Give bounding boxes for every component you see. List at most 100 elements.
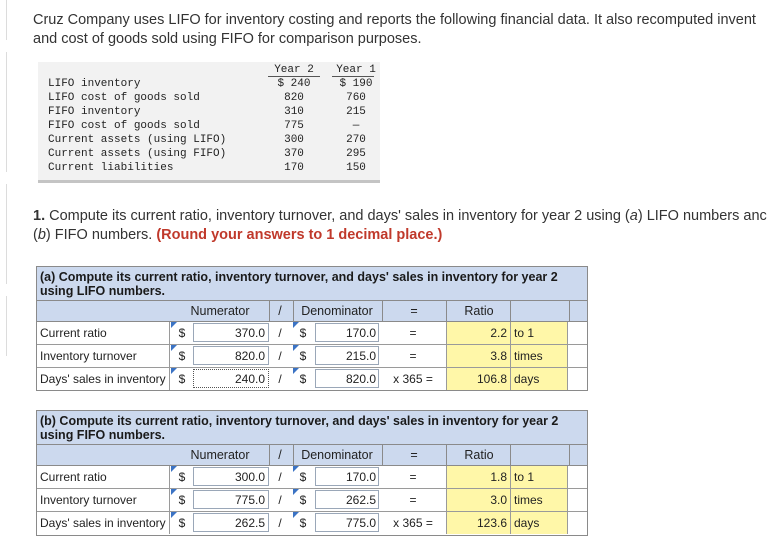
multiply-365-equals: x 365 =: [393, 372, 433, 386]
gutter-segment: [0, 0, 7, 40]
denominator-input[interactable]: 262.5: [315, 490, 379, 509]
ratio-result: 3.0: [446, 489, 510, 511]
numerator-input[interactable]: 820.0: [193, 346, 269, 365]
denominator-input[interactable]: 820.0: [315, 369, 379, 388]
data-row-year2: 775: [284, 120, 304, 132]
table-row: Inventory turnover $ 820.0 / $ 215.0 = 3…: [37, 345, 587, 368]
equals-sign: =: [409, 493, 417, 507]
question-paren: (: [33, 227, 38, 243]
numerator-input[interactable]: 240.0: [193, 369, 269, 388]
data-row-year2: 370: [284, 148, 304, 160]
data-row-year1: $ 190: [339, 78, 373, 90]
left-gutter: [0, 0, 8, 551]
table-row: Days' sales in inventory $ 240.0 / $ 820…: [37, 368, 587, 390]
data-row-label: Current assets (using FIFO): [48, 148, 227, 160]
header-unit: [510, 445, 570, 465]
denominator-input[interactable]: 775.0: [315, 513, 379, 532]
table-row: Days' sales in inventory $ 262.5 / $ 775…: [37, 512, 587, 534]
row-label: Days' sales in inventory: [37, 368, 170, 390]
header-denominator: Denominator: [293, 445, 380, 465]
dollar-sign: $: [299, 326, 307, 340]
numerator-input[interactable]: 300.0: [193, 467, 269, 486]
input-flag-icon: [171, 345, 177, 351]
header-numerator: Numerator: [171, 445, 270, 465]
table-row: Current ratio $ 300.0 / $ 170.0 = 1.8 to…: [37, 466, 587, 489]
equals-sign: =: [409, 470, 417, 484]
dollar-sign: $: [299, 470, 307, 484]
question-text-2: ) FIFO numbers.: [45, 227, 153, 243]
input-flag-icon: [171, 512, 177, 518]
numerator-input[interactable]: 370.0: [193, 323, 269, 342]
header-underline: [332, 76, 374, 77]
ratio-result: 3.8: [446, 345, 510, 367]
row-label: Current ratio: [37, 322, 170, 344]
data-row: Current assets (using FIFO) 370 295: [38, 147, 380, 161]
dollar-sign: $: [178, 372, 186, 386]
data-row-label: FIFO cost of goods sold: [48, 120, 200, 132]
intro-line-1: Cruz Company uses LIFO for inventory cos…: [33, 12, 756, 28]
table-row: Current ratio $ 370.0 / $ 170.0 = 2.2 to…: [37, 322, 587, 345]
data-row-year1: 215: [346, 106, 366, 118]
header-underline: [268, 76, 320, 77]
header-ratio: Ratio: [446, 445, 511, 465]
divide-slash: /: [278, 349, 282, 363]
data-row: Current liabilities 170 150: [38, 161, 380, 175]
header-slash: /: [278, 304, 282, 318]
ratio-result: 123.6: [446, 512, 510, 534]
data-row-label: Current assets (using LIFO): [48, 134, 227, 146]
data-row-year2: 170: [284, 162, 304, 174]
header-equals: =: [382, 301, 445, 321]
panel-a-column-headers: Numerator / Denominator = Ratio: [37, 301, 587, 322]
data-row-year2: $ 240: [277, 78, 311, 90]
input-flag-icon: [293, 322, 299, 328]
data-row-label: FIFO inventory: [48, 106, 141, 118]
divide-slash: /: [278, 516, 282, 530]
data-row: Current assets (using LIFO) 300 270: [38, 133, 380, 147]
row-label: Current ratio: [37, 466, 170, 488]
row-label: Inventory turnover: [37, 345, 170, 367]
data-row-year1: 270: [346, 134, 366, 146]
header-slash: /: [278, 448, 282, 462]
denominator-input[interactable]: 170.0: [315, 323, 379, 342]
data-row-year2: 820: [284, 92, 304, 104]
denominator-input[interactable]: 170.0: [315, 467, 379, 486]
input-flag-icon: [171, 368, 177, 374]
gutter-segment: [0, 184, 7, 284]
part-a-letter: a: [629, 208, 638, 224]
dollar-sign: $: [178, 493, 186, 507]
question-text-1: Compute its current ratio, inventory tur…: [49, 208, 630, 224]
numerator-input[interactable]: 775.0: [193, 490, 269, 509]
input-flag-icon: [293, 368, 299, 374]
dollar-sign: $: [178, 516, 186, 530]
ratio-unit: days: [510, 368, 568, 390]
dollar-sign: $: [299, 493, 307, 507]
question-text: 1. Compute its current ratio, inventory …: [33, 207, 768, 245]
divide-slash: /: [278, 493, 282, 507]
input-flag-icon: [293, 345, 299, 351]
data-row-label: Current liabilities: [48, 162, 174, 174]
numerator-input[interactable]: 262.5: [193, 513, 269, 532]
data-row-label: LIFO inventory: [48, 78, 141, 90]
divide-slash: /: [278, 470, 282, 484]
row-label: Inventory turnover: [37, 489, 170, 511]
data-row-year2: 300: [284, 134, 304, 146]
divide-slash: /: [278, 326, 282, 340]
table-row: Inventory turnover $ 775.0 / $ 262.5 = 3…: [37, 489, 587, 512]
input-flag-icon: [293, 489, 299, 495]
col-year1: Year 1: [336, 64, 376, 76]
panel-a-title: (a) Compute its current ratio, inventory…: [37, 267, 587, 301]
panel-b-fifo: (b) Compute its current ratio, inventory…: [36, 410, 588, 536]
equals-sign: =: [409, 349, 417, 363]
header-equals: =: [382, 445, 445, 465]
gutter-segment: [0, 52, 7, 172]
header-unit: [510, 301, 570, 321]
question-line-1: 1. Compute its current ratio, inventory …: [33, 207, 768, 226]
data-row: LIFO cost of goods sold 820 760: [38, 91, 380, 105]
dollar-sign: $: [299, 349, 307, 363]
data-row: FIFO inventory 310 215: [38, 105, 380, 119]
data-row: LIFO inventory $ 240 $ 190: [38, 77, 380, 91]
input-flag-icon: [171, 489, 177, 495]
question-line-2: (b) FIFO numbers. (Round your answers to…: [33, 226, 768, 245]
equals-sign: =: [409, 326, 417, 340]
denominator-input[interactable]: 215.0: [315, 346, 379, 365]
